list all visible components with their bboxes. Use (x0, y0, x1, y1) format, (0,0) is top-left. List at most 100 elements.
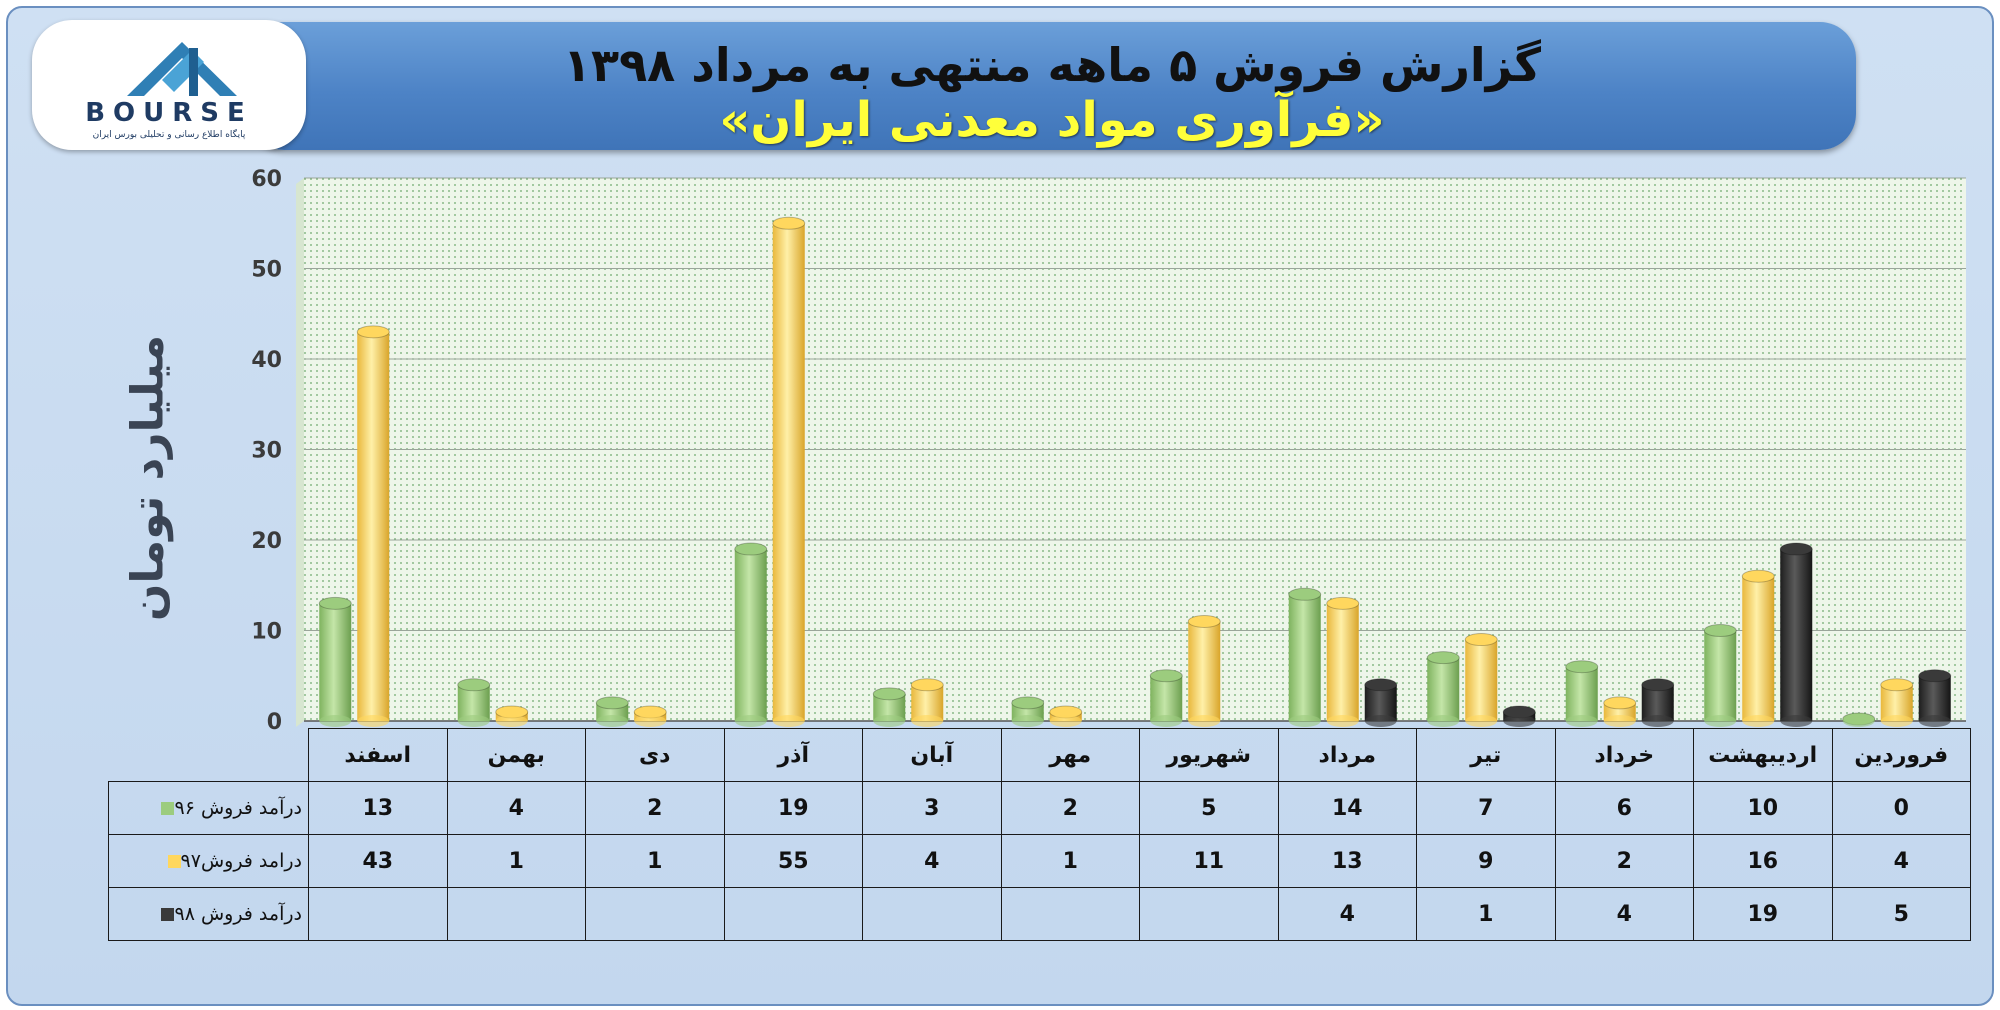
bar-body (1780, 549, 1813, 721)
table-cell: 5 (1831, 887, 1971, 941)
bar (356, 325, 390, 727)
logo-wordmark: BOURSE (85, 98, 253, 128)
bourse-logo: BOURSE پایگاه اطلاع رسانی و تحلیلی بورس … (32, 20, 306, 150)
bar (1326, 596, 1360, 727)
y-tick-label: 40 (251, 348, 282, 373)
bar-body (1880, 684, 1913, 721)
bar-top (356, 325, 390, 339)
table-cell (862, 887, 1002, 941)
plot-side-wall (296, 178, 304, 727)
bar-base (357, 715, 390, 727)
bar-top (1149, 669, 1183, 683)
table-cell: 1 (585, 834, 725, 888)
table-cell: 11 (1139, 834, 1279, 888)
bar-body (357, 331, 390, 721)
bar (1779, 542, 1813, 727)
table-row: درامد فروش۹۷ 43 1 1 55 4 1 11 13 9 2 16 4 (108, 834, 1971, 888)
table-cell: 55 (723, 834, 863, 888)
bar-top (1326, 596, 1360, 610)
bar (1502, 705, 1536, 727)
y-tick-label: 10 (251, 620, 282, 645)
bar-top (1011, 696, 1045, 710)
y-tick-label: 50 (251, 258, 282, 283)
bar-top (1603, 696, 1637, 710)
category-label: مهر (1000, 728, 1140, 782)
bar (772, 216, 806, 727)
bar-body (1704, 630, 1737, 721)
bar (1842, 712, 1876, 727)
bar-base (1326, 715, 1359, 727)
bar (1641, 678, 1675, 727)
legend-swatch (161, 908, 175, 921)
bar-top (872, 687, 906, 701)
bar-base (1288, 715, 1321, 727)
table-cell: 13 (1277, 834, 1417, 888)
legend-entry: درآمد فروش ۹۶ (108, 781, 309, 835)
table-cell: 1 (1416, 887, 1556, 941)
bar-base (495, 715, 528, 727)
table-cell: 4 (1277, 887, 1417, 941)
table-cell (308, 887, 448, 941)
category-label: آذر (723, 728, 863, 782)
bar-base (1049, 715, 1082, 727)
legend-swatch (161, 802, 175, 815)
bar-base (1742, 715, 1775, 727)
table-cell: 5 (1139, 781, 1279, 835)
bar (633, 705, 667, 727)
series-name: درامد فروش۹۷ (180, 850, 302, 872)
table-cell: 4 (862, 834, 1002, 888)
bar-top (1364, 678, 1398, 692)
category-label: مرداد (1277, 728, 1417, 782)
bar-base (1842, 715, 1875, 727)
bar-top (1880, 678, 1914, 692)
category-label: دی (585, 728, 725, 782)
series-name: درآمد فروش ۹۶ (174, 797, 302, 819)
bar-top (1464, 633, 1498, 647)
bar-base (596, 715, 629, 727)
bar-body (1742, 576, 1775, 721)
bar (1288, 587, 1322, 727)
bar-base (772, 715, 805, 727)
bar-top (1288, 587, 1322, 601)
bar-base (1780, 715, 1813, 727)
bar-base (1641, 715, 1674, 727)
bar-base (1503, 715, 1536, 727)
table-cell: 1 (1000, 834, 1140, 888)
y-tick-label: 30 (251, 439, 282, 464)
table-cell: 3 (862, 781, 1002, 835)
bar (1187, 614, 1221, 727)
bar-body (1465, 639, 1498, 721)
bar-body (772, 223, 805, 721)
bar-body (1364, 684, 1397, 721)
bar (910, 678, 944, 727)
bar-top (734, 542, 768, 556)
bar (1464, 633, 1498, 727)
table-cell (1000, 887, 1140, 941)
chart-title: گزارش فروش ۵ ماهه منتهی به مرداد ۱۳۹۸ (562, 38, 1542, 92)
table-cell: 13 (308, 781, 448, 835)
bar (1918, 669, 1952, 727)
bar-body (1641, 684, 1674, 721)
bar (1880, 678, 1914, 727)
chart-subtitle: «فرآوری مواد معدنی ایران» (719, 92, 1385, 148)
bar-top (910, 678, 944, 692)
logo-caption: پایگاه اطلاع رسانی و تحلیلی بورس ایران (92, 130, 246, 140)
bar (734, 542, 768, 727)
bar-top (1187, 614, 1221, 628)
bar-body (1326, 603, 1359, 721)
bar (1149, 669, 1183, 727)
bar (1049, 705, 1083, 727)
table-cell: 19 (723, 781, 863, 835)
table-cell (1139, 887, 1279, 941)
bar-base (1150, 715, 1183, 727)
table-cell: 16 (1693, 834, 1833, 888)
bar-body (1918, 675, 1951, 721)
bar-body (1427, 657, 1460, 721)
y-tick-label: 20 (251, 529, 282, 554)
bar-top (595, 696, 629, 710)
table-cell (446, 887, 586, 941)
bar-body (1288, 594, 1321, 721)
title-banner: گزارش فروش ۵ ماهه منتهی به مرداد ۱۳۹۸ «ف… (248, 22, 1856, 150)
category-label: آبان (862, 728, 1002, 782)
bar (1426, 651, 1460, 727)
